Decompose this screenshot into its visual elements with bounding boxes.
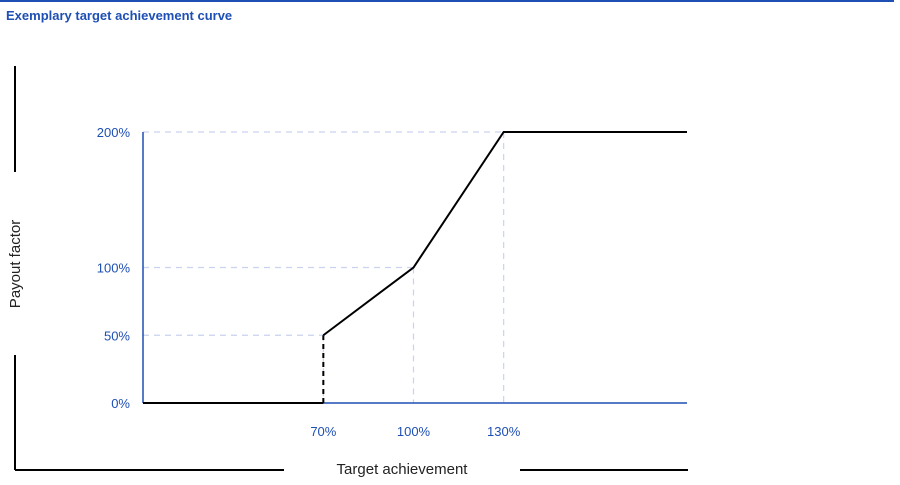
y-tick-label-3: 200% — [97, 125, 131, 140]
x-tick-label-0: 70% — [310, 424, 336, 439]
x-axis-title: Target achievement — [337, 461, 469, 478]
chart-title: Exemplary target achievement curve — [6, 8, 233, 23]
y-tick-labels: 0% 50% 100% 200% — [97, 125, 131, 411]
y-tick-label-2: 100% — [97, 261, 131, 276]
y-tick-label-1: 50% — [104, 328, 130, 343]
curve — [143, 131, 687, 404]
title-rule — [0, 0, 894, 2]
y-axis-title: Payout factor — [7, 220, 24, 308]
outer-frame — [14, 66, 688, 471]
x-tick-labels: 70% 100% 130% — [310, 424, 520, 439]
x-tick-label-2: 130% — [487, 424, 521, 439]
guide-lines — [143, 131, 505, 403]
curve-segment-2 — [322, 131, 687, 337]
x-tick-label-1: 100% — [397, 424, 431, 439]
y-tick-label-0: 0% — [111, 396, 130, 411]
